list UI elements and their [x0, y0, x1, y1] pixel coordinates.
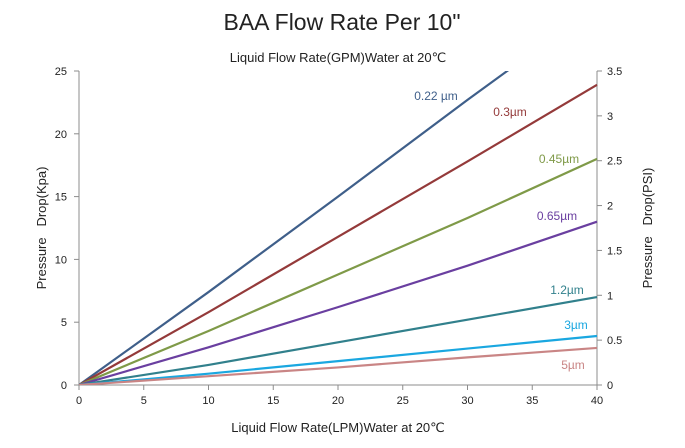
x-tick-label: 15: [267, 395, 279, 407]
series-label: 0.45µm: [539, 152, 579, 166]
x-tick-label: 40: [591, 395, 603, 407]
series-label: 3µm: [564, 318, 588, 332]
series-label: 0.3µm: [493, 105, 527, 119]
series-label: 1.2µm: [550, 283, 584, 297]
series-label: 5µm: [561, 358, 585, 372]
x-tick-label: 20: [332, 395, 344, 407]
chart-subtitle: Liquid Flow Rate(GPM)Water at 20℃: [230, 50, 446, 65]
series-line: [79, 295, 598, 385]
x-tick-label: 35: [526, 395, 538, 407]
y2-tick-label: 0: [607, 380, 613, 392]
x-tick-label: 0: [76, 395, 82, 407]
y2-tick-label: 3: [607, 111, 613, 123]
chart-title: BAA Flow Rate Per 10": [224, 9, 461, 35]
y-axis-label: Pressure Drop(Kpa): [34, 167, 49, 290]
y-tick-label: 15: [55, 192, 67, 204]
series-line: [79, 334, 598, 385]
y2-axis-label: Pressure Drop(PSI): [640, 168, 655, 289]
y-tick-label: 20: [55, 129, 67, 141]
series-line: [79, 71, 510, 385]
series-line: [79, 220, 598, 385]
series-line: [79, 346, 598, 385]
y2-tick-label: 1: [607, 290, 613, 302]
series-line: [79, 157, 598, 385]
series-label: 0.22 µm: [414, 89, 458, 103]
x-axis-label: Liquid Flow Rate(LPM)Water at 20℃: [231, 420, 445, 435]
y2-tick-label: 1.5: [607, 245, 622, 257]
y2-tick-label: 3.5: [607, 66, 622, 78]
y-tick-label: 25: [55, 66, 67, 78]
y2-tick-label: 2.5: [607, 156, 622, 168]
y-tick-label: 5: [61, 317, 67, 329]
x-tick-label: 10: [202, 395, 214, 407]
series-label: 0.65µm: [537, 209, 577, 223]
x-tick-label: 5: [141, 395, 147, 407]
y-tick-label: 0: [61, 380, 67, 392]
y2-tick-label: 2: [607, 201, 613, 213]
y-tick-label: 10: [55, 254, 67, 266]
x-tick-label: 25: [397, 395, 409, 407]
series-line: [79, 83, 598, 385]
x-tick-label: 30: [461, 395, 473, 407]
y2-tick-label: 0.5: [607, 335, 622, 347]
